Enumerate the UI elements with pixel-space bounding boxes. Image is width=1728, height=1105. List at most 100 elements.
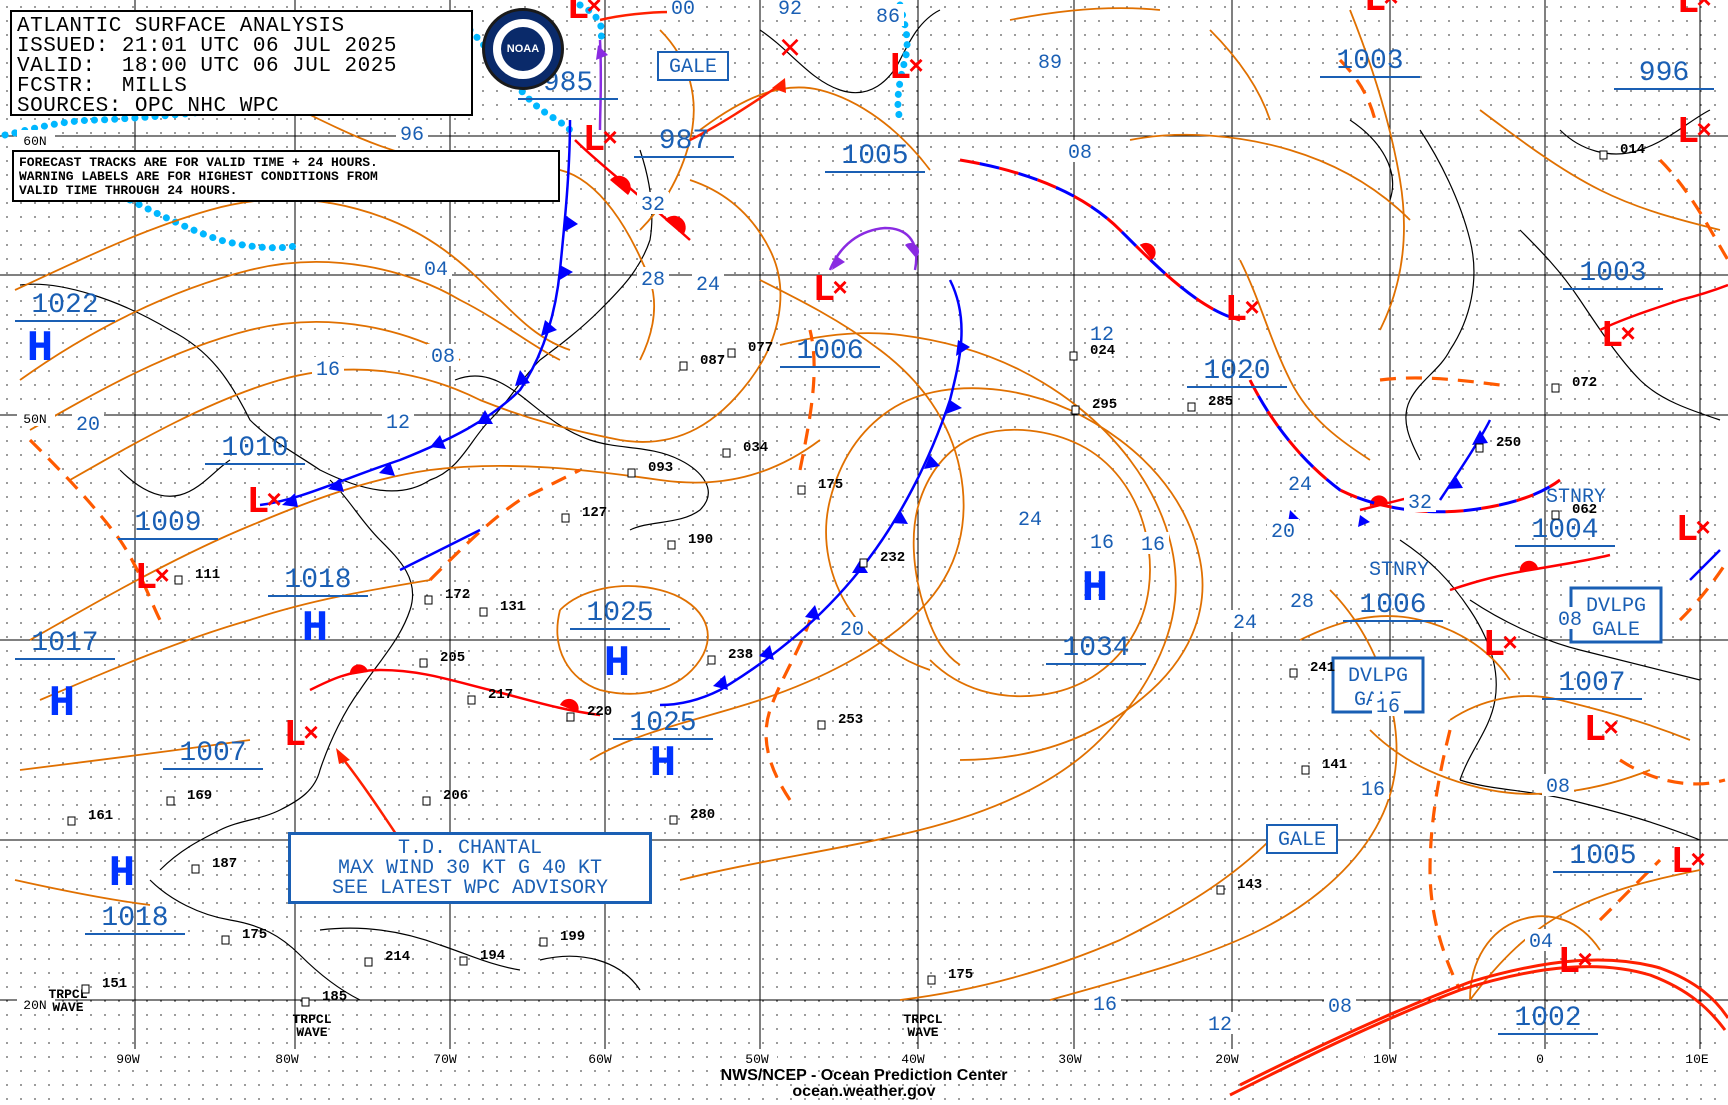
tropical-wave-label: TRPCL — [903, 1012, 942, 1027]
lon-label: 20W — [1215, 1052, 1239, 1067]
isobar-label-box — [396, 122, 428, 144]
isobar-label: 24 — [1233, 612, 1257, 635]
station-marker — [459, 956, 468, 966]
warning-label: DVLPG — [1586, 595, 1646, 618]
isobar-label: 16 — [1376, 696, 1400, 719]
lon-label-box — [737, 1049, 777, 1067]
isobar-label: 12 — [1090, 324, 1114, 347]
warning-label: GALE — [1592, 619, 1640, 642]
low-pressure-value: 1003 — [1579, 258, 1646, 289]
lat-label: 50N — [23, 412, 46, 427]
isobar-label-box — [1542, 774, 1574, 796]
station-pressure: 280 — [690, 807, 715, 823]
station-pressure: 232 — [880, 550, 905, 566]
isobar-label-box — [1357, 777, 1389, 799]
storm-tracks — [339, 10, 781, 841]
station-marker — [669, 815, 678, 825]
sources: SOURCES: OPC NHC WPC — [17, 95, 280, 118]
lat-label: 60N — [23, 134, 46, 149]
low-center-marker: × — [1695, 514, 1711, 544]
isobar-label: 89 — [1038, 52, 1062, 75]
station-marker — [364, 957, 373, 967]
station-marker — [1071, 405, 1080, 415]
low-center-marker: × — [1577, 946, 1593, 976]
high-pressure-value: 1017 — [31, 628, 98, 659]
station-pressure: 131 — [500, 599, 525, 615]
station-pressure: 220 — [587, 704, 612, 720]
station-pressure: 093 — [648, 460, 673, 476]
isobar-label-box — [420, 257, 452, 279]
low-pressure-center: L — [1483, 624, 1506, 667]
low-center-marker: × — [303, 719, 319, 749]
station-pressure: 238 — [728, 647, 753, 663]
lon-label: 70W — [433, 1052, 457, 1067]
isobar-label: 20 — [1271, 521, 1295, 544]
low-pressure-center: L — [1225, 289, 1248, 332]
high-pressure-center: H — [302, 604, 328, 654]
isobar-label: 12 — [386, 412, 410, 435]
storm-name: T.D. CHANTAL — [397, 837, 543, 860]
isobar-label-box — [1267, 519, 1299, 541]
isobar-label-box — [637, 267, 669, 289]
warning-label: DVLPG — [1348, 665, 1408, 688]
low-pressure-value: 1006 — [796, 336, 863, 367]
warning-box — [657, 51, 729, 81]
isobar-label-box — [1064, 140, 1096, 162]
lon-label: 40W — [901, 1052, 925, 1067]
isobar-label-box — [1089, 992, 1121, 1014]
lon-label-box — [1050, 1049, 1090, 1067]
station-pressure: 285 — [1208, 394, 1233, 410]
station-marker — [1289, 668, 1298, 678]
header-panel: ATLANTIC SURFACE ANALYSIS ISSUED: 21:01 … — [10, 10, 473, 118]
low-pressure-value: 1010 — [221, 433, 288, 464]
station-marker — [1475, 443, 1484, 453]
low-center-marker: × — [1696, 0, 1712, 16]
storm-advisory-note: SEE LATEST WPC ADVISORY — [331, 877, 609, 900]
station-marker — [166, 796, 175, 806]
station-marker — [1599, 150, 1608, 160]
station-pressure: 175 — [948, 967, 973, 983]
tropical-wave-label: WAVE — [296, 1025, 327, 1040]
high-pressure-center: H — [1082, 564, 1108, 614]
station-marker — [797, 485, 806, 495]
low-pressure-value: 1002 — [1514, 1003, 1581, 1034]
isobar-label: 16 — [1093, 994, 1117, 1017]
isobar-label-box — [1525, 929, 1557, 951]
isobar-label: 20 — [840, 619, 864, 642]
lat-label: 20N — [23, 998, 46, 1013]
isobar-label-box — [1086, 530, 1118, 552]
forecast-note: FORECAST TRACKS ARE FOR VALID TIME + 24 … — [12, 150, 560, 202]
isobar-label-box — [1372, 694, 1404, 716]
low-pressure-value: 987 — [659, 126, 709, 157]
lon-label: 30W — [1058, 1052, 1082, 1067]
station-pressure: 214 — [385, 949, 410, 965]
station-marker — [817, 720, 826, 730]
isobar-label-box — [1014, 507, 1046, 529]
lon-label-box — [108, 1049, 148, 1067]
low-pressure-value: 1005 — [1569, 841, 1636, 872]
warning-label: STNRY — [1369, 559, 1429, 582]
station-marker — [419, 658, 428, 668]
station-pressure: 295 — [1092, 397, 1117, 413]
station-pressure: 077 — [748, 340, 773, 356]
warning-label: STNRY — [1546, 486, 1606, 509]
noaa-logo-text: NOAA — [501, 27, 545, 71]
isobar-label: 08 — [1328, 996, 1352, 1019]
station-pressure: 253 — [838, 712, 863, 728]
isobar-label-box — [427, 344, 459, 366]
tropical-wave-label: WAVE — [52, 1000, 83, 1015]
low-pressure-value: 1007 — [1558, 668, 1625, 699]
station-marker — [1216, 885, 1225, 895]
isobar-label: 08 — [1068, 142, 1092, 165]
lon-label: 50W — [745, 1052, 769, 1067]
isobar-label-box — [1034, 50, 1066, 72]
station-pressure: 187 — [212, 856, 237, 872]
isobar-label: 28 — [641, 269, 665, 292]
low-center-marker: × — [1690, 846, 1706, 876]
isobar-label-box — [1284, 472, 1316, 494]
isobar-label-box — [1204, 1012, 1236, 1034]
isobar-label-box — [1229, 610, 1261, 632]
station-pressure: 014 — [1620, 142, 1645, 158]
station-pressure: 169 — [187, 788, 212, 804]
